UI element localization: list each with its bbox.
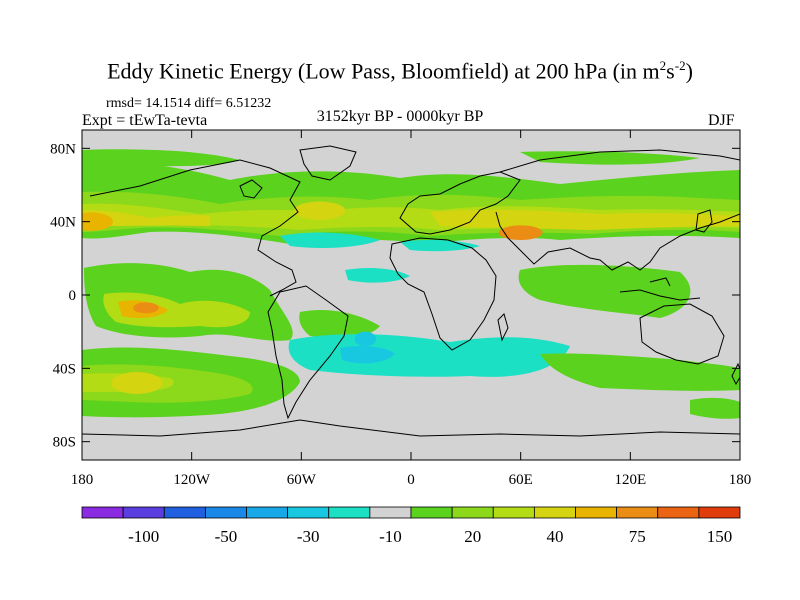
colorbar-swatch (533, 506, 576, 519)
hudson-bay-coast (239, 179, 263, 199)
colorbar-swatch (163, 506, 206, 519)
south-america-coast (267, 285, 349, 420)
lon-tick-label: 180 (71, 472, 94, 488)
plot-title: Eddy Kinetic Energy (Low Pass, Bloomfiel… (107, 58, 693, 84)
australia-coast (639, 303, 725, 365)
atlantic-green-blob (299, 309, 380, 338)
colorbar-label: -50 (215, 527, 238, 546)
tropical-pacific-core (133, 302, 159, 314)
colorbar: -100 -50 -30 -10 20 40 75 150 (81, 506, 741, 546)
rmsd-diff-stats: rmsd= 14.1514 diff= 6.51232 (106, 96, 272, 111)
asia-jet-core (498, 225, 543, 241)
lon-tick-label: 120W (173, 472, 211, 488)
south-pacific-core (111, 372, 163, 394)
asia-coast (495, 149, 740, 271)
colorbar-swatch (287, 506, 330, 519)
map-axes: 80N 40N 0 40S 80S 180 120W 60W 0 60E 120E 180 (50, 130, 751, 488)
indonesia-coast (619, 277, 701, 301)
colorbar-swatch (122, 506, 165, 519)
arctic-green-patch (82, 149, 700, 167)
south-atlantic-blue-core (354, 331, 377, 347)
colorbar-swatch (369, 506, 412, 519)
colorbar-label: -100 (128, 527, 159, 546)
lat-tick-label: 80N (50, 141, 76, 157)
lon-tick-label: 0 (407, 472, 415, 488)
colorbar-swatch (246, 506, 289, 519)
anomaly-fields (82, 149, 740, 419)
lon-tick-label: 180 (729, 472, 752, 488)
colorbar-label: 150 (707, 527, 733, 546)
colorbar-label: 75 (629, 527, 646, 546)
nh-yellow-band (82, 209, 740, 230)
north-pacific-core (82, 212, 114, 231)
lat-tick-label: 40N (50, 215, 76, 231)
colorbar-swatch (698, 506, 741, 519)
colorbar-swatch (451, 506, 494, 519)
north-america-coast (89, 159, 301, 297)
new-zealand-coast (731, 362, 740, 386)
north-atlantic-core (294, 201, 346, 220)
lat-tick-label: 0 (69, 288, 77, 304)
madagascar-coast (497, 313, 509, 342)
lat-tick-label: 80S (53, 435, 76, 451)
southern-ocean-green (690, 397, 740, 419)
colorbar-swatch (328, 506, 371, 519)
colorbar-swatch (575, 506, 618, 519)
lon-tick-label: 60E (509, 472, 533, 488)
antarctica-coast (82, 419, 740, 437)
colorbar-swatch (410, 506, 453, 519)
lon-tick-label: 60W (287, 472, 317, 488)
south-atlantic-blue (340, 346, 395, 364)
experiment-label: Expt = tEwTa-tevta (82, 112, 208, 129)
colorbar-label: 20 (464, 527, 481, 546)
colorbar-swatch (81, 506, 124, 519)
season-label: DJF (708, 112, 735, 129)
indian-ocean-green (518, 264, 691, 318)
anomaly-cores (82, 201, 543, 394)
coastlines (82, 145, 740, 437)
period-label: 3152kyr BP - 0000kyr BP (316, 108, 484, 125)
colorbar-swatch (657, 506, 700, 519)
colorbar-label: 40 (546, 527, 563, 546)
colorbar-swatch (616, 506, 659, 519)
japan-coast (695, 209, 713, 233)
colorbar-swatch (204, 506, 247, 519)
lon-tick-label: 120E (614, 472, 646, 488)
colorbar-label: -10 (379, 527, 402, 546)
lat-tick-label: 40S (53, 361, 76, 377)
colorbar-label: -30 (297, 527, 320, 546)
africa-coast (389, 237, 497, 351)
greenland-coast (299, 145, 357, 181)
colorbar-swatch (492, 506, 535, 519)
europe-coast (399, 171, 521, 235)
north-atlantic-cyan (280, 232, 480, 283)
